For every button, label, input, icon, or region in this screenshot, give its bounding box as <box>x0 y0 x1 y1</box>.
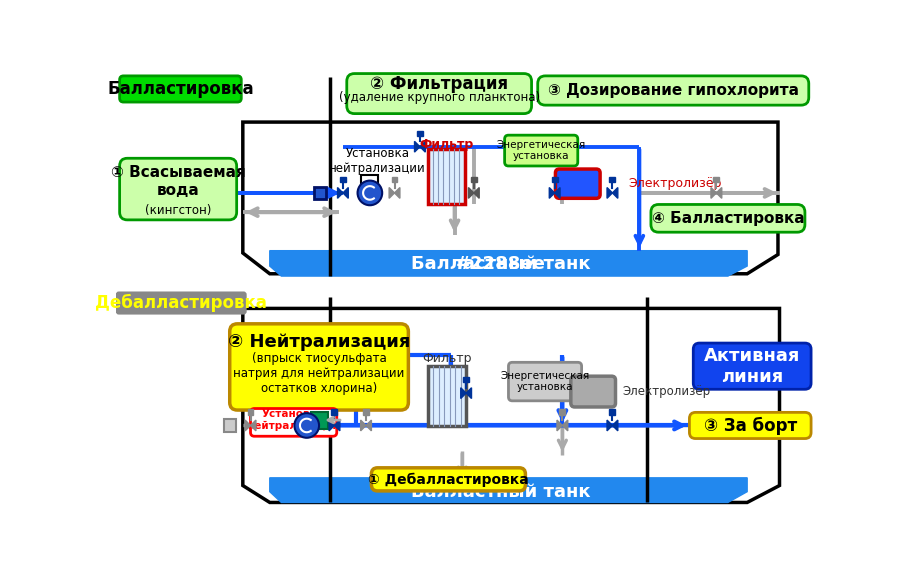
FancyBboxPatch shape <box>651 205 804 232</box>
Polygon shape <box>334 420 340 431</box>
Circle shape <box>358 181 382 205</box>
Polygon shape <box>557 420 562 431</box>
Polygon shape <box>251 420 256 431</box>
Text: Фильтр: Фильтр <box>419 138 473 151</box>
Text: ③ За борт: ③ За борт <box>704 417 797 435</box>
Text: Установка
нейтрализации: Установка нейтрализации <box>330 146 426 174</box>
Text: Электролизёр: Электролизёр <box>627 177 721 190</box>
Polygon shape <box>711 188 716 198</box>
FancyBboxPatch shape <box>694 343 811 389</box>
Polygon shape <box>469 188 474 198</box>
Polygon shape <box>242 122 778 274</box>
Bar <box>340 177 346 182</box>
Polygon shape <box>612 188 617 198</box>
Bar <box>559 409 566 415</box>
Text: Электролизёр: Электролизёр <box>622 385 711 398</box>
Bar <box>361 175 379 192</box>
FancyBboxPatch shape <box>230 324 409 410</box>
Text: Энергетическая
установка: Энергетическая установка <box>500 371 589 392</box>
FancyBboxPatch shape <box>251 408 337 436</box>
Polygon shape <box>612 420 617 431</box>
Text: Установка
нейтрализации: Установка нейтрализации <box>247 409 340 431</box>
Polygon shape <box>329 420 334 431</box>
Polygon shape <box>419 141 425 152</box>
Polygon shape <box>242 309 779 503</box>
Bar <box>311 411 329 429</box>
FancyBboxPatch shape <box>556 169 600 198</box>
Bar <box>248 409 253 415</box>
Polygon shape <box>270 478 747 503</box>
FancyBboxPatch shape <box>371 468 526 491</box>
Polygon shape <box>607 188 612 198</box>
Polygon shape <box>466 388 471 399</box>
Bar <box>428 149 465 205</box>
Text: (впрыск тиосульфата
натрия для нейтрализации
остатков хлорина): (впрыск тиосульфата натрия для нейтрализ… <box>233 352 405 395</box>
Polygon shape <box>270 250 747 276</box>
FancyBboxPatch shape <box>538 76 809 105</box>
Text: ① Всасываемая
вода: ① Всасываемая вода <box>111 165 245 198</box>
Text: Дебалластировка: Дебалластировка <box>95 294 267 312</box>
Bar <box>391 177 398 182</box>
Polygon shape <box>394 188 400 198</box>
Text: ③ Дозирование гипохлорита: ③ Дозирование гипохлорита <box>548 83 799 98</box>
Polygon shape <box>343 188 349 198</box>
Polygon shape <box>390 188 394 198</box>
Text: ④ Балластировка: ④ Балластировка <box>652 211 804 226</box>
Polygon shape <box>474 188 479 198</box>
Polygon shape <box>607 420 612 431</box>
FancyBboxPatch shape <box>508 363 582 401</box>
Text: #2288ee: #2288ee <box>456 254 546 272</box>
Bar <box>552 177 558 182</box>
Bar <box>313 187 326 199</box>
Bar <box>331 409 338 415</box>
Polygon shape <box>415 141 419 152</box>
Text: Балластировка: Балластировка <box>107 80 253 98</box>
Text: Фильтр: Фильтр <box>422 352 471 365</box>
Text: (кингстон): (кингстон) <box>145 204 212 217</box>
Text: ② Фильтрация: ② Фильтрация <box>370 74 508 92</box>
Polygon shape <box>555 188 560 198</box>
Text: Балластный танк: Балластный танк <box>411 483 590 501</box>
Polygon shape <box>366 420 371 431</box>
Polygon shape <box>460 388 466 399</box>
Polygon shape <box>360 420 366 431</box>
Polygon shape <box>716 188 722 198</box>
FancyBboxPatch shape <box>116 292 247 314</box>
Bar <box>714 177 719 182</box>
Circle shape <box>294 413 319 437</box>
Bar <box>609 177 616 182</box>
Text: ② Нейтрализация: ② Нейтрализация <box>228 332 410 350</box>
Bar <box>223 419 236 432</box>
Polygon shape <box>245 420 251 431</box>
FancyBboxPatch shape <box>120 76 242 102</box>
Text: Балластный танк: Балластный танк <box>411 254 590 272</box>
Text: (удаление крупного планктона): (удаление крупного планктона) <box>339 91 539 104</box>
Polygon shape <box>562 420 568 431</box>
Bar <box>471 177 477 182</box>
Bar <box>363 409 369 415</box>
Bar <box>417 131 423 136</box>
Bar <box>428 366 466 426</box>
Bar <box>463 377 469 382</box>
FancyBboxPatch shape <box>120 158 237 220</box>
FancyBboxPatch shape <box>571 376 616 407</box>
Text: Энергетическая
установка: Энергетическая установка <box>496 140 586 162</box>
Bar <box>609 409 616 415</box>
Polygon shape <box>338 188 343 198</box>
Text: Активная
линия: Активная линия <box>704 347 800 386</box>
Text: ① Дебалластировка: ① Дебалластировка <box>368 472 528 486</box>
FancyBboxPatch shape <box>689 413 811 439</box>
FancyBboxPatch shape <box>347 74 531 114</box>
FancyBboxPatch shape <box>505 135 577 166</box>
Polygon shape <box>549 188 555 198</box>
